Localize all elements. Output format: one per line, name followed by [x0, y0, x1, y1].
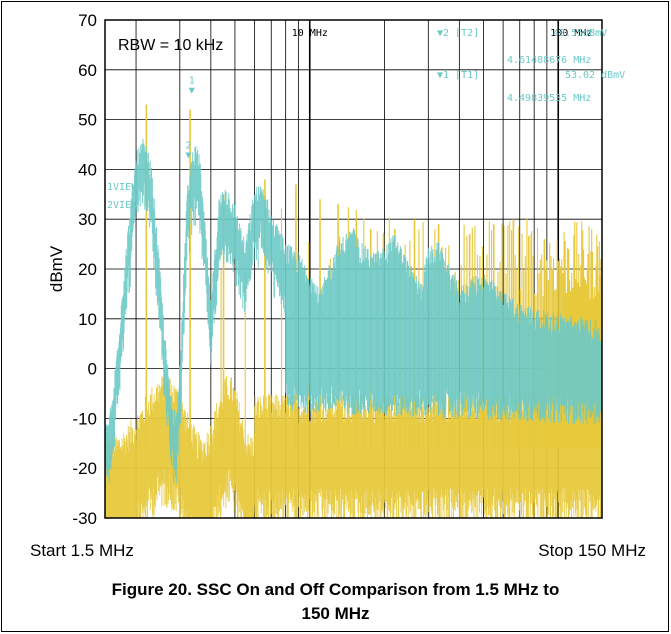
figure-caption: Figure 20. SSC On and Off Comparison fro…: [0, 578, 671, 626]
spectrum-chart: 70 60 50 40 30 20 10 0 -10 -20 -30 dBmV RBW = 10 k…: [30, 11, 646, 560]
marker-readout: ▼2 [T2]: [437, 28, 479, 39]
y-tick-label: -10: [72, 409, 97, 428]
trace-view-label: 1VIEW: [107, 182, 138, 193]
marker-label: 1: [189, 76, 195, 87]
y-tick-label: 60: [78, 61, 97, 80]
y-tick-label: 50: [78, 111, 97, 130]
y-tick-label: 30: [78, 210, 97, 229]
marker-readout: 53.02 dBmV: [565, 70, 625, 81]
marker-label: 2: [185, 140, 191, 151]
caption-line-1: Figure 20. SSC On and Off Comparison fro…: [111, 580, 560, 599]
grid-label-10mhz: 10 MHz: [292, 28, 328, 39]
y-tick-label: -20: [72, 459, 97, 478]
y-tick-label: -30: [72, 509, 97, 528]
x-start-label: Start 1.5 MHz: [30, 541, 134, 560]
annotations: RBW = 10 kHz 10 MHz 100 MHz ▼2 [T2] 43.55dBm…: [107, 28, 625, 211]
marker-readout: 4.61488676 MHz: [507, 55, 591, 66]
caption-line-2: 150 MHz: [301, 604, 370, 623]
y-tick-label: 10: [78, 310, 97, 329]
y-tick-label: 40: [78, 160, 97, 179]
y-axis-label: dBmV: [47, 245, 66, 292]
plot-border: [104, 19, 603, 519]
y-tick-label: 70: [78, 11, 97, 30]
marker-readout: 4.49839535 MHz: [507, 93, 591, 104]
x-stop-label: Stop 150 MHz: [538, 541, 646, 560]
marker-triangle: [185, 152, 192, 159]
y-tick-label: 0: [88, 360, 97, 379]
marker-triangle: [188, 87, 195, 94]
trace-view-label: 2VIEW: [107, 200, 138, 211]
rbw-annotation: RBW = 10 kHz: [118, 37, 223, 54]
grid-label-100mhz: 100 MHz: [550, 28, 592, 39]
traces: [104, 104, 603, 518]
y-tick-labels: 70 60 50 40 30 20 10 0 -10 -20 -30: [72, 11, 97, 528]
marker-readout: 43.55dBmV: [553, 28, 607, 39]
marker-readout: ▼1 [T1]: [437, 70, 479, 81]
y-tick-label: 20: [78, 260, 97, 279]
